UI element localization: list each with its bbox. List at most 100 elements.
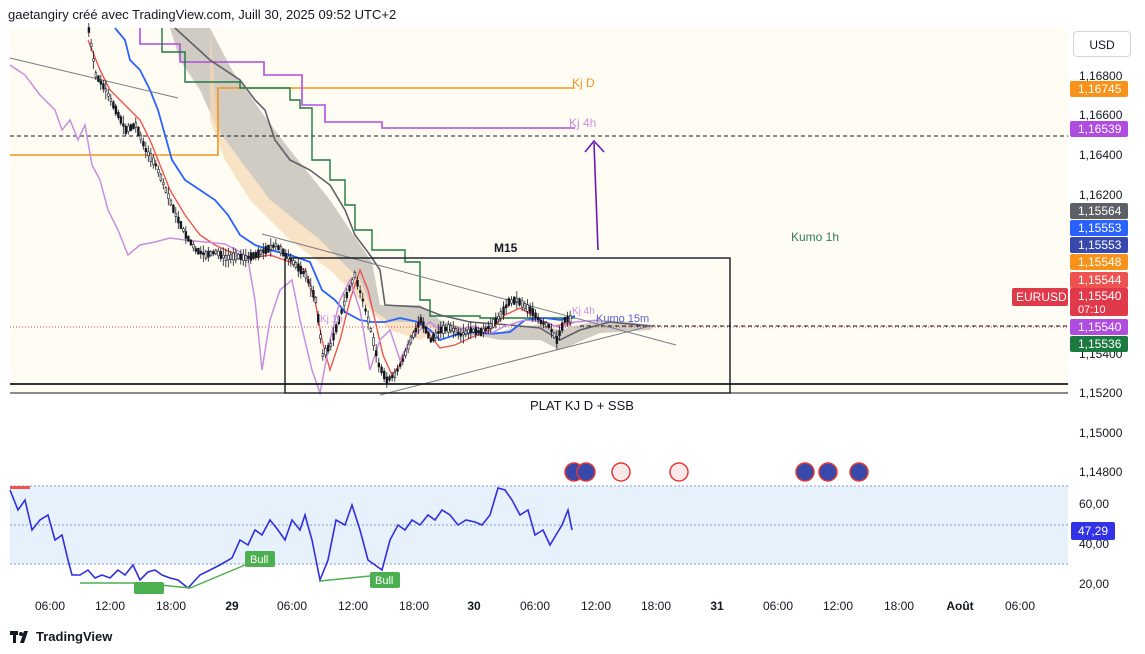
candle-body bbox=[345, 291, 349, 299]
candle-body bbox=[142, 141, 145, 147]
candle-body bbox=[97, 75, 100, 83]
kumo-cloud bbox=[170, 28, 655, 350]
time-tick-label: 18:00 bbox=[641, 599, 671, 613]
candle-body bbox=[177, 216, 180, 224]
event-icons[interactable] bbox=[564, 462, 869, 482]
rsi-tick-label: 40,00 bbox=[1079, 537, 1109, 551]
tradingview-brand[interactable]: TradingView bbox=[10, 629, 112, 644]
time-tick-label: Août bbox=[946, 599, 973, 613]
candle-body bbox=[489, 323, 493, 329]
price-badge bbox=[1070, 121, 1128, 137]
annotation-plat[interactable]: PLAT KJ D + SSB bbox=[530, 398, 634, 413]
candle-body bbox=[515, 297, 519, 303]
candle-body bbox=[442, 325, 445, 334]
candle-body bbox=[297, 263, 300, 272]
bull-badge-0[interactable] bbox=[134, 582, 164, 594]
annotation-kumo-15m[interactable]: Kumo 15m bbox=[596, 313, 649, 325]
time-tick-label: 29 bbox=[225, 599, 239, 613]
candle-body bbox=[272, 244, 275, 248]
candle-body bbox=[510, 299, 513, 304]
candle-body bbox=[492, 319, 495, 328]
annotation-kumo-1h[interactable]: Kumo 1h bbox=[791, 230, 839, 244]
candle-body bbox=[154, 163, 158, 167]
candle-body bbox=[194, 248, 198, 252]
event-us-icon[interactable] bbox=[611, 462, 631, 482]
bull-badge-1[interactable] bbox=[245, 551, 275, 567]
m15-rectangle[interactable] bbox=[284, 257, 731, 394]
bull-badge-2[interactable] bbox=[370, 572, 400, 588]
candle-body bbox=[529, 306, 532, 314]
price-badge bbox=[1070, 203, 1128, 219]
candle-body bbox=[542, 321, 545, 326]
candle-body bbox=[385, 376, 389, 384]
annotation-kj-d[interactable]: Kj D bbox=[572, 76, 595, 90]
event-us-icon[interactable] bbox=[669, 462, 689, 482]
candle-body bbox=[192, 244, 195, 249]
candle-body bbox=[292, 260, 295, 265]
event-eu-icon[interactable] bbox=[576, 462, 596, 482]
candle-body bbox=[262, 249, 265, 254]
candle-body bbox=[209, 251, 213, 256]
time-tick-label: 06:00 bbox=[1005, 599, 1035, 613]
price-badge bbox=[1070, 220, 1128, 236]
price-badge-value: 1,15564 bbox=[1078, 204, 1122, 218]
event-eu-icon[interactable] bbox=[795, 462, 815, 482]
candle-body bbox=[383, 370, 386, 380]
candle-body bbox=[550, 329, 553, 333]
candle-body bbox=[312, 290, 315, 298]
annotation-kj-1h[interactable]: Kj 1h bbox=[320, 314, 343, 325]
price-tick-label: 1,14800 bbox=[1079, 465, 1123, 479]
time-tick-label: 06:00 bbox=[277, 599, 307, 613]
candle-body bbox=[202, 252, 205, 256]
price-axis[interactable]: 1,168001,166001,164001,162001,154001,152… bbox=[1079, 69, 1123, 479]
price-tick-label: 1,16600 bbox=[1079, 108, 1123, 122]
candle-body bbox=[244, 255, 248, 261]
candle-body bbox=[513, 296, 516, 305]
candle-body bbox=[227, 254, 230, 261]
candle-body bbox=[304, 271, 308, 279]
candle-body bbox=[321, 353, 325, 357]
candle-body bbox=[212, 251, 215, 255]
candle-body bbox=[353, 271, 357, 279]
candle-body bbox=[351, 279, 354, 284]
candle-body bbox=[179, 221, 183, 229]
candle-body bbox=[187, 235, 190, 242]
candle-body bbox=[144, 147, 148, 153]
annotation-kj-4h[interactable]: Kj 4h bbox=[569, 116, 596, 130]
price-badge-value: 1,16745 bbox=[1078, 82, 1122, 96]
time-axis[interactable]: 06:00 12:00 18:00 29 06:00 12:00 18:00 30 06:00 1… bbox=[35, 599, 1035, 613]
bull-label-2: Bull bbox=[375, 575, 393, 587]
event-eu-icon[interactable] bbox=[849, 462, 869, 482]
candle-body bbox=[375, 350, 378, 357]
candle-body bbox=[482, 328, 485, 333]
candle-body bbox=[112, 101, 115, 109]
price-badge-value: 1,15544 bbox=[1078, 273, 1122, 287]
candle-body bbox=[87, 27, 91, 33]
candle-body bbox=[332, 333, 335, 341]
price-badge bbox=[1070, 237, 1128, 253]
candle-body bbox=[419, 317, 423, 323]
price-tick-label: 1,15200 bbox=[1079, 386, 1123, 400]
candle-body bbox=[367, 316, 370, 324]
candle-body bbox=[369, 328, 373, 332]
candle-body bbox=[563, 317, 567, 323]
candle-body bbox=[380, 366, 383, 374]
annotation-kj-4h-small[interactable]: Kj 4h bbox=[572, 306, 595, 317]
candle-body bbox=[207, 250, 210, 258]
annotation-m15[interactable]: M15 bbox=[494, 241, 518, 255]
candle-body bbox=[447, 324, 450, 333]
kijun-daily-line bbox=[10, 87, 575, 156]
rsi-marker bbox=[10, 486, 30, 489]
currency-button[interactable]: USD bbox=[1073, 31, 1131, 57]
candle-body bbox=[464, 330, 468, 335]
candle-body bbox=[257, 249, 260, 258]
event-eu-icon[interactable] bbox=[818, 462, 838, 482]
candle-body bbox=[469, 327, 473, 333]
candle-body bbox=[479, 327, 483, 337]
candle-body bbox=[234, 251, 238, 261]
rsi-axis[interactable]: 60,00 40,00 20,00 bbox=[1079, 497, 1109, 591]
candle-body bbox=[555, 336, 559, 344]
candle-body bbox=[324, 348, 327, 356]
kumo-cloud-warm bbox=[210, 28, 440, 340]
